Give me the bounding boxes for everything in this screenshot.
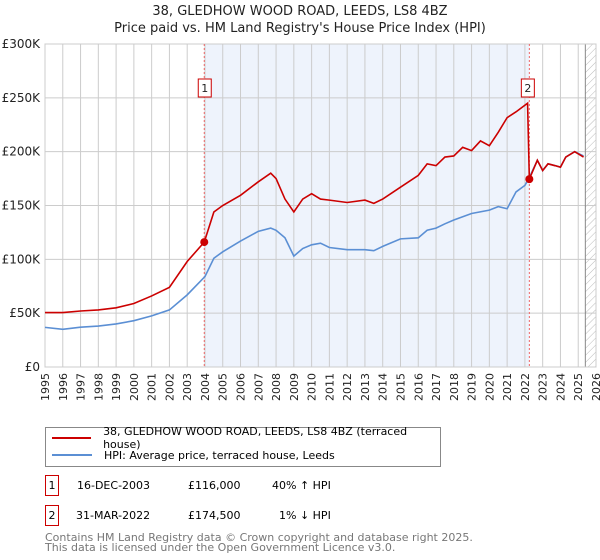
transaction-date: 16-DEC-2003 bbox=[77, 479, 151, 492]
x-tick-label: 1996 bbox=[57, 373, 70, 401]
price-chart: 1995 1996 1997 1998 1999 2000 2001 2002 2003 2004… bbox=[2, 37, 600, 401]
x-tick-label: 2024 bbox=[554, 373, 567, 401]
x-tick-label: 2009 bbox=[288, 373, 301, 401]
y-tick-label: £200K bbox=[2, 145, 42, 159]
annotation-label: 2 bbox=[524, 82, 531, 95]
x-tick-label: 2008 bbox=[270, 373, 283, 401]
plot-border bbox=[44, 43, 597, 368]
transaction-number: 2 bbox=[45, 505, 59, 526]
transaction-price: £116,000 bbox=[188, 479, 241, 492]
x-tick-label: 2013 bbox=[359, 373, 372, 401]
y-tick-label: £100K bbox=[2, 252, 42, 266]
x-tick-label: 1997 bbox=[75, 373, 88, 401]
chart-title: 38, GLEDHOW WOOD ROAD, LEEDS, LS8 4BZ bbox=[152, 4, 448, 19]
sale-point bbox=[200, 238, 209, 247]
x-tick-label: 1999 bbox=[110, 373, 123, 401]
transaction-hpi: 40% ↑ HPI bbox=[272, 479, 331, 492]
footer-licence: This data is licensed under the Open Gov… bbox=[45, 541, 396, 554]
x-tick-label: 2007 bbox=[252, 373, 265, 401]
y-tick-label: £300K bbox=[2, 37, 42, 51]
transaction-number: 1 bbox=[45, 475, 59, 496]
legend-label: HPI: Average price, terraced house, Leed… bbox=[104, 448, 335, 462]
x-tick-label: 1995 bbox=[39, 373, 52, 401]
legend-swatch bbox=[52, 454, 92, 456]
x-tick-label: 2015 bbox=[394, 373, 407, 401]
legend: 38, GLEDHOW WOOD ROAD, LEEDS, LS8 4BZ (t… bbox=[45, 425, 441, 467]
x-tick-label: 2003 bbox=[181, 373, 194, 401]
x-tick-label: 2019 bbox=[466, 373, 479, 401]
y-tick-label: £150K bbox=[2, 199, 42, 213]
legend-item-hpi: HPI: Average price, terraced house, Leed… bbox=[52, 447, 335, 463]
x-tick-label: 1998 bbox=[92, 373, 105, 401]
footer-copyright: Contains HM Land Registry data © Crown c… bbox=[45, 531, 473, 544]
x-tick-label: 2016 bbox=[412, 373, 425, 401]
x-tick-label: 2014 bbox=[377, 373, 390, 401]
x-tick-label: 2011 bbox=[323, 373, 336, 401]
transaction-date: 31-MAR-2022 bbox=[76, 509, 151, 522]
x-tick-label: 2025 bbox=[572, 373, 585, 401]
x-tick-label: 2021 bbox=[501, 373, 514, 401]
x-tick-label: 2018 bbox=[448, 373, 461, 401]
chart-subtitle: Price paid vs. HM Land Registry's House … bbox=[114, 21, 486, 36]
legend-label: 38, GLEDHOW WOOD ROAD, LEEDS, LS8 4BZ (t… bbox=[103, 425, 408, 451]
x-tick-label: 2010 bbox=[306, 373, 319, 401]
transaction-price: £174,500 bbox=[188, 509, 241, 522]
y-tick-label: £50K bbox=[9, 306, 41, 320]
x-tick-label: 2017 bbox=[430, 373, 443, 401]
x-tick-label: 2002 bbox=[163, 373, 176, 401]
x-tick-label: 2005 bbox=[217, 373, 230, 401]
annotation-label: 1 bbox=[201, 82, 208, 95]
legend-swatch bbox=[52, 437, 92, 439]
x-tick-label: 2022 bbox=[519, 373, 532, 401]
annotation-badge bbox=[520, 78, 535, 98]
x-tick-label: 2012 bbox=[341, 373, 354, 401]
x-tick-label: 2026 bbox=[590, 373, 600, 401]
transaction-hpi: 1% ↓ HPI bbox=[279, 509, 331, 522]
sale-point bbox=[525, 175, 534, 184]
x-tick-label: 2000 bbox=[128, 373, 141, 401]
y-tick-label: £250K bbox=[2, 91, 42, 105]
legend-item-property: 38, GLEDHOW WOOD ROAD, LEEDS, LS8 4BZ (t… bbox=[52, 425, 440, 451]
y-tick-label: £0 bbox=[25, 360, 40, 374]
x-tick-label: 2023 bbox=[537, 373, 550, 401]
annotation-badge bbox=[197, 78, 212, 98]
x-tick-label: 2020 bbox=[483, 373, 496, 401]
x-tick-label: 2001 bbox=[146, 373, 159, 401]
x-tick-label: 2006 bbox=[235, 373, 248, 401]
x-tick-label: 2004 bbox=[199, 373, 212, 401]
